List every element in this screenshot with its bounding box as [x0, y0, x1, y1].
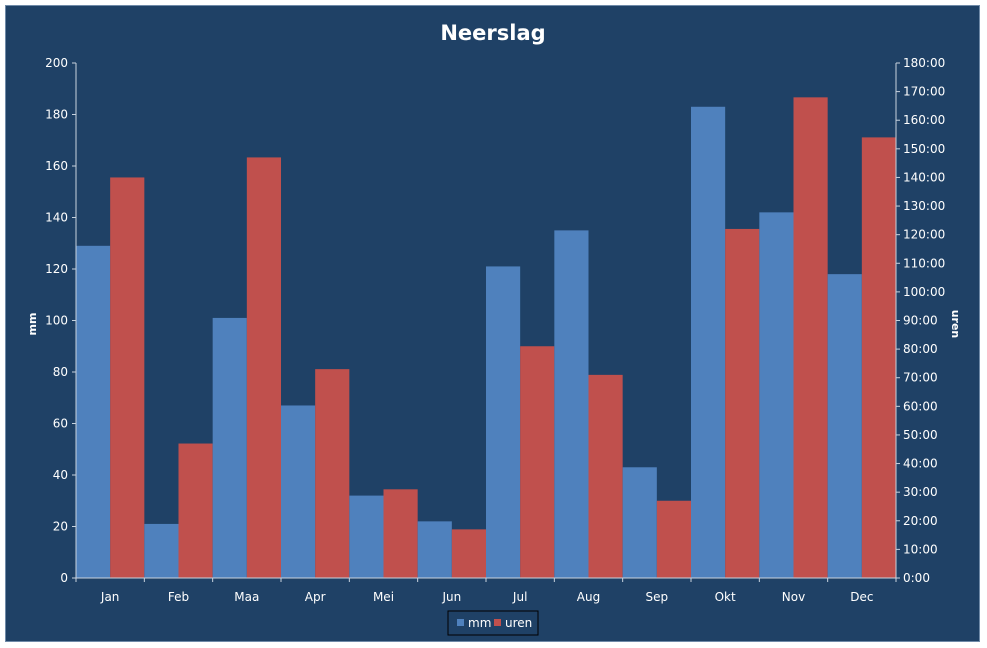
y-tick-label: 200 — [45, 56, 68, 70]
y2-tick-label: 120:00 — [903, 228, 945, 242]
x-tick-label: Maa — [234, 590, 259, 604]
y2-tick-label: 90:00 — [903, 314, 938, 328]
bar-mm-okt — [691, 106, 726, 579]
bar-uren-dec — [861, 137, 896, 578]
y2-tick-label: 100:00 — [903, 285, 945, 299]
chart-canvas: Neerslag mm uren 0 20 40 60 80 100 120 140 160 18… — [26, 21, 962, 636]
y2-tick-label: 160:00 — [903, 113, 945, 127]
y2-axis-title: uren — [949, 310, 962, 339]
y-tick-label: 60 — [53, 417, 68, 431]
legend: mm uren — [447, 610, 539, 636]
bar-uren-aug — [588, 374, 623, 578]
bar-uren-okt — [725, 228, 760, 578]
y-tick-label: 80 — [53, 365, 68, 379]
bar-mm-mei — [349, 495, 384, 578]
x-tick-label: Aug — [577, 590, 600, 604]
y2-tick-label: 60:00 — [903, 399, 938, 413]
bar-mm-feb — [144, 523, 179, 578]
chart-title: Neerslag — [440, 21, 545, 45]
bar-mm-nov — [759, 212, 794, 578]
bar-mm-jun — [417, 521, 452, 578]
x-tick-label: Sep — [646, 590, 669, 604]
bar-mm-dec — [827, 274, 862, 578]
legend-label-uren: uren — [505, 616, 532, 630]
y2-tick-label: 0:00 — [903, 571, 930, 585]
bar-mm-maa — [212, 317, 247, 578]
bar-uren-apr — [315, 369, 350, 578]
x-tick-label: Mei — [373, 590, 394, 604]
legend-swatch-mm — [457, 619, 464, 626]
legend-box — [447, 610, 539, 636]
x-tick-label: Nov — [782, 590, 805, 604]
bar-uren-jun — [451, 529, 486, 578]
bar-uren-nov — [793, 97, 828, 578]
x-tick-label: Feb — [168, 590, 189, 604]
legend-label-mm: mm — [468, 616, 491, 630]
legend-swatch-uren — [494, 619, 501, 626]
bar-mm-aug — [554, 230, 589, 578]
x-tick-label: Jan — [100, 590, 120, 604]
x-tick-label: Okt — [715, 590, 736, 604]
bar-uren-maa — [246, 157, 281, 578]
y2-tick-label: 150:00 — [903, 142, 945, 156]
y2-tick-label: 20:00 — [903, 514, 938, 528]
y-axis-title: mm — [26, 313, 39, 336]
bar-uren-jan — [110, 177, 145, 578]
bar-uren-jul — [520, 346, 555, 578]
y-tick-label: 40 — [53, 468, 68, 482]
y-tick-label: 0 — [60, 571, 68, 585]
y-tick-label: 160 — [45, 159, 68, 173]
y2-tick-label: 40:00 — [903, 457, 938, 471]
bar-mm-jan — [76, 245, 111, 578]
y2-tick-label: 170:00 — [903, 85, 945, 99]
y2-tick-label: 130:00 — [903, 199, 945, 213]
x-tick-label: Apr — [305, 590, 326, 604]
y2-tick-label: 30:00 — [903, 485, 938, 499]
y2-tick-label: 10:00 — [903, 542, 938, 556]
y-tick-label: 20 — [53, 520, 68, 534]
y-tick-label: 140 — [45, 211, 68, 225]
y-tick-label: 100 — [45, 314, 68, 328]
y2-tick-label: 140:00 — [903, 170, 945, 184]
y2-tick-label: 110:00 — [903, 256, 945, 270]
x-tick-label: Jun — [441, 590, 461, 604]
bar-uren-feb — [178, 443, 213, 578]
y2-tick-label: 50:00 — [903, 428, 938, 442]
bar-mm-jul — [486, 266, 521, 578]
y2-tick-label: 70:00 — [903, 371, 938, 385]
y2-tick-label: 180:00 — [903, 56, 945, 70]
y-tick-label: 180 — [45, 108, 68, 122]
bar-mm-sep — [622, 467, 657, 578]
y-tick-label: 120 — [45, 262, 68, 276]
bar-uren-mei — [383, 489, 418, 578]
x-tick-label: Dec — [850, 590, 873, 604]
chart-frame: Neerslag mm uren 0 20 40 60 80 100 120 140 160 18… — [5, 5, 980, 642]
bar-uren-sep — [656, 500, 691, 578]
plot-area: 0 20 40 60 80 100 120 140 160 180 200 0:00 10:00 20:0… — [45, 56, 945, 604]
bar-mm-apr — [281, 405, 316, 578]
y2-tick-label: 80:00 — [903, 342, 938, 356]
x-tick-label: Jul — [512, 590, 527, 604]
